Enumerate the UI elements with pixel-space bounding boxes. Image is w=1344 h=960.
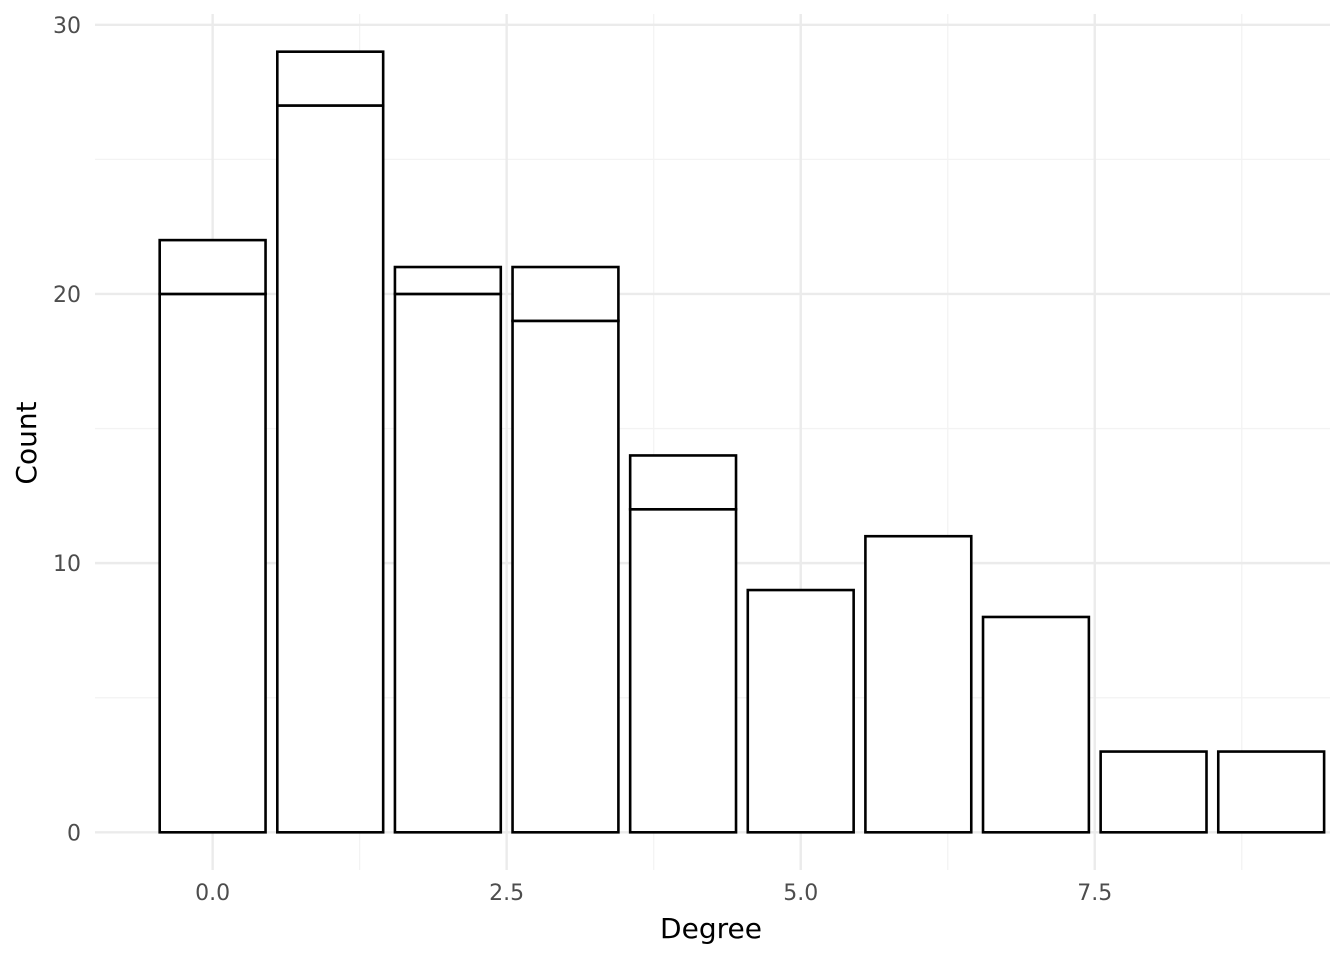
y-tick-label: 20: [53, 283, 81, 308]
x-tick-label: 2.5: [489, 881, 524, 906]
bar-segment-upper: [158, 238, 267, 296]
y-tick-label: 0: [67, 821, 81, 846]
bar-segment-upper: [276, 50, 385, 107]
x-axis-ticks: 0.0 2.5 5.0 7.5: [195, 881, 1112, 906]
bar-segment-upper: [628, 454, 738, 511]
y-axis-ticks: 0 10 20 30: [53, 14, 81, 847]
bar-segment-upper: [393, 265, 503, 296]
bar-segment-lower: [1216, 750, 1326, 834]
bars: [158, 50, 1326, 834]
bar-segment-lower: [864, 534, 973, 834]
bar-segment-lower: [393, 292, 503, 834]
y-tick-label: 30: [53, 14, 81, 39]
x-tick-label: 5.0: [783, 881, 818, 906]
x-axis-title: Degree: [660, 912, 762, 945]
x-tick-label: 0.0: [195, 881, 230, 906]
bar-segment-lower: [1099, 750, 1208, 834]
bar-segment-lower: [981, 615, 1091, 834]
x-tick-label: 7.5: [1077, 881, 1112, 906]
bar-segment-upper: [511, 265, 620, 323]
bar-segment-lower: [628, 507, 738, 834]
bar-segment-lower: [511, 319, 620, 834]
bar-segment-lower: [276, 104, 385, 834]
y-tick-label: 10: [53, 552, 81, 577]
bar-segment-lower: [158, 292, 267, 834]
y-axis-title: Count: [10, 401, 43, 484]
bar-segment-lower: [746, 588, 855, 834]
